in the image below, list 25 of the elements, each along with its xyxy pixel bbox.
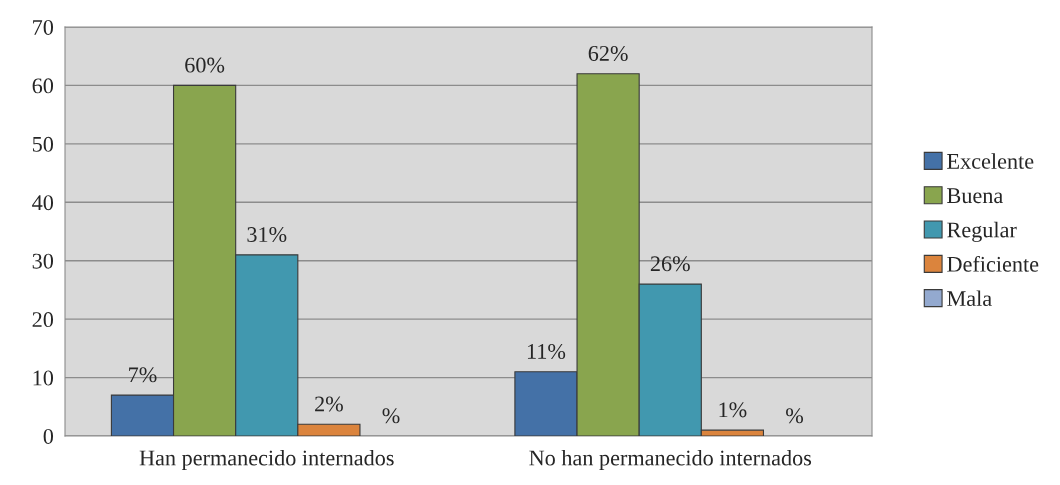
data-label: 31% [247, 227, 287, 243]
legend-label: Excelente [947, 153, 1034, 169]
y-tick-label: 20 [32, 312, 54, 328]
data-label: 60% [185, 57, 225, 73]
text: % [786, 408, 804, 424]
y-tick-label: 60 [32, 78, 54, 94]
text: % [382, 408, 400, 424]
y-tick-label: 0 [43, 428, 54, 444]
data-label: 26% [650, 256, 690, 272]
data-label: 1% [719, 402, 747, 418]
data-label: 11% [527, 343, 566, 359]
y-tick-label: 50 [32, 136, 54, 152]
data-label: 2% [315, 396, 343, 412]
data-label: 7% [129, 367, 157, 383]
y-tick-label: 10 [33, 370, 54, 386]
y-tick-label: 70 [33, 19, 54, 35]
legend-label: Deficiente [947, 255, 1039, 272]
legend-label: Buena [947, 188, 1003, 204]
data-label: 62% [588, 45, 628, 61]
legend-label: Mala [947, 290, 992, 307]
legend-label: Regular [947, 221, 1017, 243]
x-tick-label: No han permanecido internados [529, 449, 812, 471]
y-tick-label: 30 [32, 253, 54, 269]
x-tick-label: Han permanecido internados [139, 449, 394, 471]
y-tick-label: 40 [32, 195, 54, 211]
